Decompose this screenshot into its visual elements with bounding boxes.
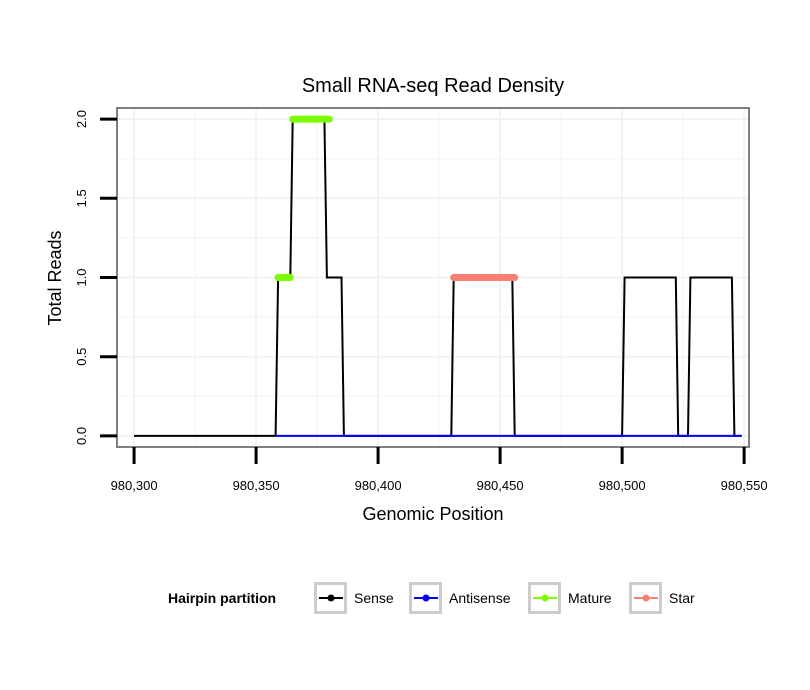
legend-dot-mature [541, 594, 549, 602]
legend-dot-sense [327, 594, 335, 602]
legend-label-mature: Mature [568, 590, 612, 606]
x-tick-label: 980,350 [233, 478, 280, 493]
grid [117, 108, 749, 447]
y-tick-label: 0.5 [74, 348, 89, 366]
y-tick-label: 2.0 [74, 110, 89, 128]
x-tick-label: 980,400 [355, 478, 402, 493]
y-tick-label: 1.5 [74, 189, 89, 207]
y-tick-label: 0.0 [74, 427, 89, 445]
x-tick-label: 980,550 [721, 478, 768, 493]
x-tick-label: 980,300 [111, 478, 158, 493]
y-axis-title: Total Reads [45, 230, 65, 325]
legend-label-star: Star [669, 590, 695, 606]
x-axis-title: Genomic Position [362, 504, 503, 524]
legend-title: Hairpin partition [168, 590, 276, 606]
x-tick-label: 980,450 [477, 478, 524, 493]
axes: 980,300 980,350 980,400 980,450 980,500 980,5… [74, 110, 768, 493]
legend: Hairpin partition Sense Antisense Mature St… [168, 582, 695, 614]
legend-dot-antisense [422, 594, 430, 602]
legend-label-sense: Sense [354, 590, 394, 606]
chart-title: Small RNA-seq Read Density [302, 75, 564, 97]
series-layer [134, 115, 742, 437]
y-tick-label: 1.0 [74, 268, 89, 286]
x-tick-label: 980,500 [599, 478, 646, 493]
legend-dot-star [642, 594, 650, 602]
legend-label-antisense: Antisense [449, 590, 511, 606]
